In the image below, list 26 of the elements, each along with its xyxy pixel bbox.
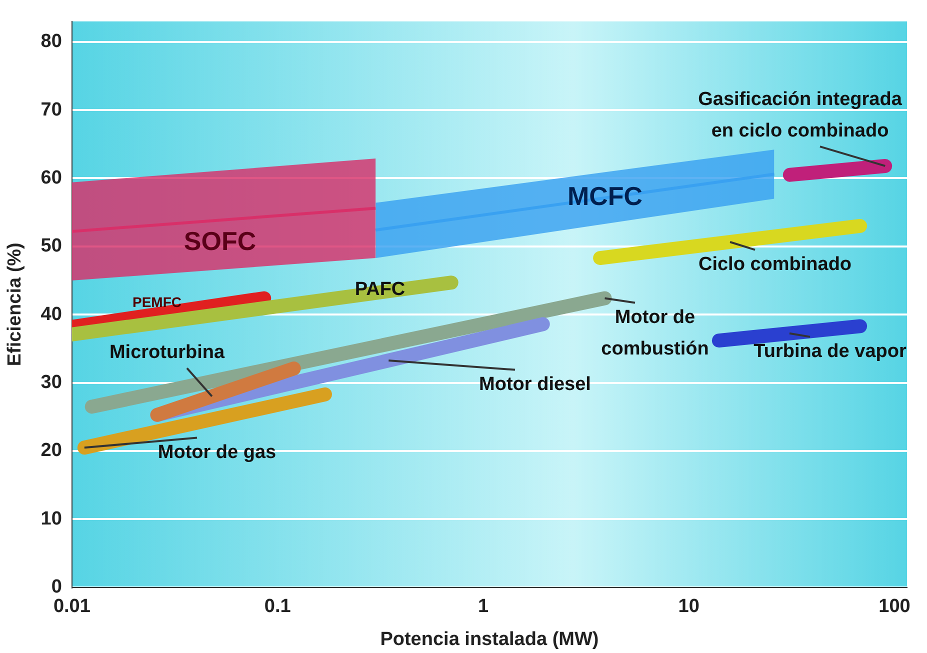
- x-axis-title: Potencia instalada (MW): [380, 628, 599, 650]
- x-tick-label: 10: [678, 596, 700, 618]
- y-tick-label: 70: [40, 99, 62, 120]
- x-tick-label: 0.01: [53, 596, 91, 618]
- y-tick-label: 40: [40, 304, 62, 325]
- series-label: Motor de combustión: [601, 307, 709, 360]
- y-tick-label: 60: [40, 167, 62, 188]
- y-tick-label: 10: [40, 508, 62, 530]
- x-tick-label: 0.1: [264, 596, 292, 618]
- y-tick-label: 50: [40, 236, 62, 257]
- series-label: Gasificación integrada en ciclo combinado: [698, 89, 902, 142]
- x-tick-label: 1: [478, 596, 489, 618]
- series-label: Microturbina: [109, 342, 225, 364]
- series-label: Turbina de vapor: [754, 341, 907, 362]
- series-label: SOFC: [184, 226, 256, 256]
- y-tick-label: 30: [40, 372, 62, 394]
- y-tick-label: 20: [40, 440, 62, 462]
- series-label: MCFC: [567, 181, 643, 212]
- y-tick-label: 0: [51, 576, 62, 598]
- series-label: PEMFC: [132, 294, 182, 310]
- series-label: Motor diesel: [479, 374, 591, 396]
- y-tick-label: 80: [40, 31, 62, 52]
- series-label: PAFC: [354, 279, 406, 300]
- x-tick-label: 100: [878, 596, 910, 618]
- y-axis-title: Eficiencia (%): [4, 242, 26, 366]
- series-label: Ciclo combinado: [698, 254, 852, 276]
